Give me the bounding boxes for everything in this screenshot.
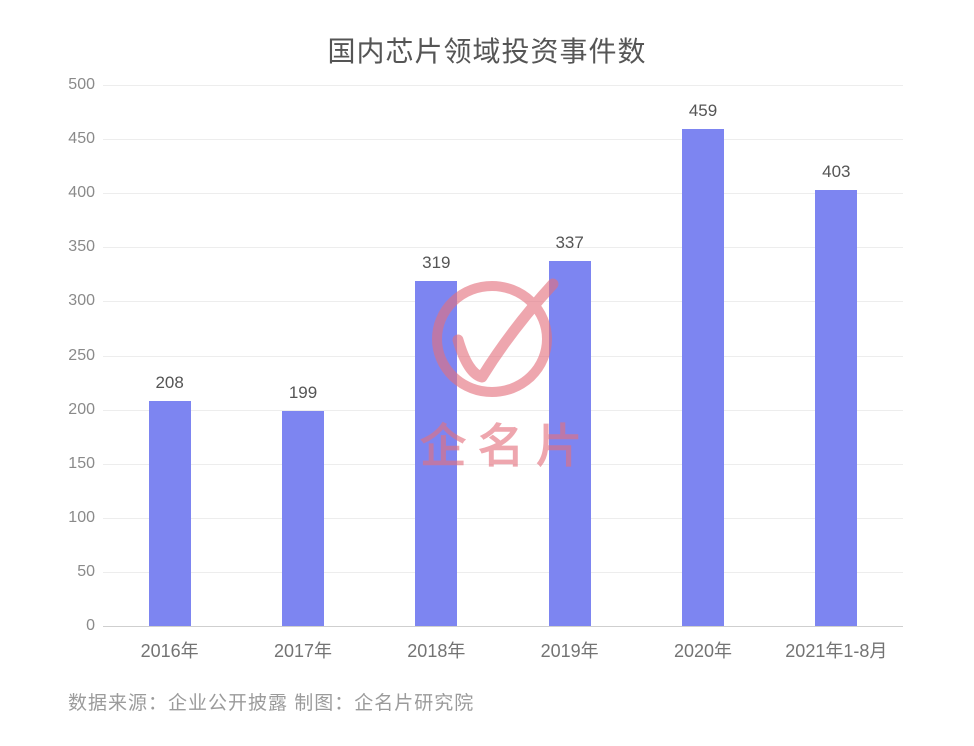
value-label-2018年: 319 xyxy=(422,252,451,272)
y-tick-label-300: 300 xyxy=(68,292,95,310)
y-tick-label-100: 100 xyxy=(68,508,95,526)
x-tick-label-2018年: 2018年 xyxy=(407,641,466,661)
value-label-2021年1-8月: 403 xyxy=(822,161,851,181)
gridline-150 xyxy=(103,463,903,465)
bar-2017年 xyxy=(282,410,324,626)
x-axis-line xyxy=(103,626,903,627)
gridline-400 xyxy=(103,193,903,195)
y-tick-label-250: 250 xyxy=(68,346,95,364)
y-tick-label-500: 500 xyxy=(68,76,95,93)
y-tick-label-150: 150 xyxy=(68,454,95,472)
y-tick-label-350: 350 xyxy=(68,238,95,256)
gridline-450 xyxy=(103,139,903,141)
gridline-250 xyxy=(103,355,903,357)
bar-2020年 xyxy=(682,129,724,626)
gridline-50 xyxy=(103,571,903,573)
value-label-2019年: 337 xyxy=(555,233,584,253)
value-label-2020年: 459 xyxy=(688,101,718,121)
y-tick-label-0: 0 xyxy=(86,617,95,634)
y-tick-label-50: 50 xyxy=(77,562,95,580)
source-note: 数据来源：企业公开披露 制图：企名片研究院 xyxy=(68,693,475,714)
gridline-100 xyxy=(103,517,903,519)
x-tick-label-2021年1-8月: 2021年1-8月 xyxy=(785,641,888,661)
x-tick-label-2017年: 2017年 xyxy=(273,641,333,661)
chart-title: 国内芯片领域投资事件数 xyxy=(327,36,647,67)
value-label-2016年: 208 xyxy=(155,372,184,392)
x-tick-label-2020年: 2020年 xyxy=(673,641,733,661)
bar-2016年 xyxy=(148,400,191,626)
bar-2021年1-8月 xyxy=(815,189,858,626)
value-label-2017年: 199 xyxy=(288,382,318,402)
x-tick-label-2019年: 2019年 xyxy=(540,641,599,661)
y-tick-label-400: 400 xyxy=(68,184,95,202)
gridline-350 xyxy=(103,247,903,249)
gridline-300 xyxy=(103,301,903,303)
y-tick-label-200: 200 xyxy=(68,400,95,418)
y-tick-label-450: 450 xyxy=(68,130,95,148)
x-tick-label-2016年: 2016年 xyxy=(140,641,199,661)
gridline-200 xyxy=(103,409,903,411)
bar-2018年 xyxy=(415,280,458,626)
gridline-500 xyxy=(103,85,903,86)
bar-2019年 xyxy=(548,261,591,626)
